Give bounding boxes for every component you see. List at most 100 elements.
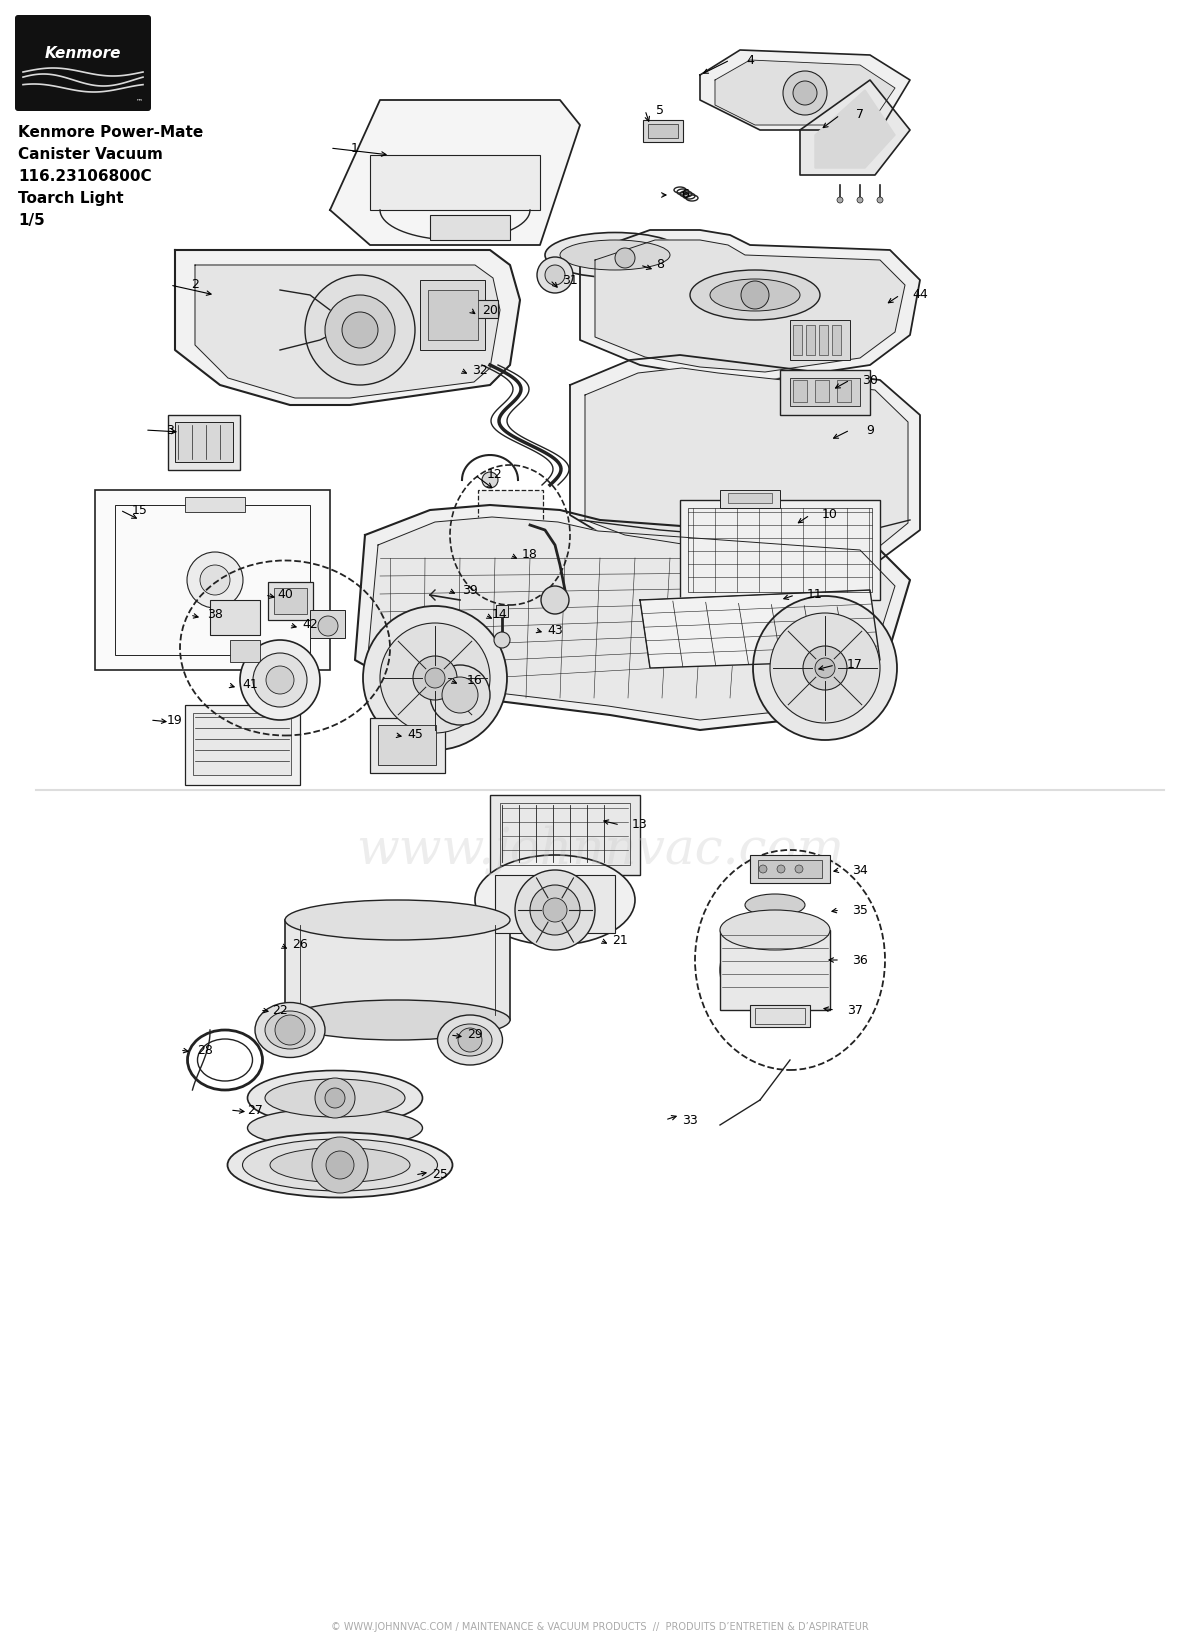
Circle shape: [803, 647, 847, 690]
Circle shape: [318, 615, 338, 635]
Circle shape: [754, 596, 898, 739]
Ellipse shape: [545, 233, 685, 277]
Text: 36: 36: [852, 954, 868, 967]
Text: ™: ™: [136, 97, 143, 104]
Bar: [790, 320, 850, 360]
Bar: [478, 490, 542, 581]
Text: 42: 42: [302, 619, 318, 632]
Text: 4: 4: [746, 53, 754, 66]
Circle shape: [770, 614, 880, 723]
Ellipse shape: [745, 894, 805, 916]
Text: 43: 43: [547, 624, 563, 637]
Bar: [185, 497, 245, 512]
Circle shape: [326, 1152, 354, 1180]
Bar: [832, 325, 841, 355]
Bar: [680, 500, 880, 601]
Bar: [230, 640, 260, 662]
Bar: [750, 855, 830, 883]
Text: Kenmore: Kenmore: [44, 46, 121, 61]
Circle shape: [200, 564, 230, 596]
Text: 44: 44: [912, 289, 928, 302]
Bar: [168, 416, 240, 470]
Ellipse shape: [265, 1079, 406, 1117]
Bar: [793, 380, 808, 403]
Circle shape: [380, 624, 490, 733]
Ellipse shape: [270, 1147, 410, 1183]
Bar: [115, 505, 310, 655]
Circle shape: [364, 606, 508, 751]
Text: 16: 16: [467, 673, 482, 686]
Text: 41: 41: [242, 678, 258, 691]
Circle shape: [442, 676, 478, 713]
Ellipse shape: [690, 271, 820, 320]
Circle shape: [541, 586, 569, 614]
Polygon shape: [700, 50, 910, 130]
Bar: [750, 1005, 810, 1026]
Polygon shape: [330, 101, 580, 244]
Text: 116.23106800C: 116.23106800C: [18, 168, 151, 185]
Bar: [688, 508, 872, 592]
Bar: [790, 378, 860, 406]
Bar: [268, 582, 313, 620]
Text: 2: 2: [191, 279, 199, 292]
Text: 33: 33: [682, 1114, 698, 1127]
Text: 13: 13: [632, 818, 648, 832]
Polygon shape: [368, 516, 895, 719]
Text: 9: 9: [866, 424, 874, 437]
Bar: [806, 325, 815, 355]
Bar: [286, 921, 510, 1020]
Bar: [643, 120, 683, 142]
Text: 32: 32: [472, 363, 488, 376]
Circle shape: [784, 71, 827, 116]
Circle shape: [778, 865, 785, 873]
Bar: [370, 155, 540, 210]
Ellipse shape: [710, 279, 800, 310]
Circle shape: [877, 196, 883, 203]
Bar: [720, 490, 780, 508]
Bar: [496, 874, 616, 932]
Bar: [420, 280, 485, 350]
Text: 29: 29: [467, 1028, 482, 1041]
Bar: [496, 606, 508, 617]
Circle shape: [793, 81, 817, 106]
Text: 11: 11: [808, 589, 823, 602]
Circle shape: [530, 884, 580, 936]
Bar: [473, 300, 498, 318]
Circle shape: [240, 640, 320, 719]
Circle shape: [413, 657, 457, 700]
Ellipse shape: [286, 899, 510, 940]
Text: 3: 3: [166, 424, 174, 437]
Circle shape: [515, 870, 595, 950]
Ellipse shape: [228, 1132, 452, 1198]
Text: 30: 30: [862, 373, 878, 386]
Text: www.johnnvac.com: www.johnnvac.com: [356, 825, 844, 874]
Text: 25: 25: [432, 1168, 448, 1181]
Bar: [430, 214, 510, 239]
Polygon shape: [815, 91, 895, 168]
Text: 15: 15: [132, 503, 148, 516]
Circle shape: [266, 667, 294, 695]
Bar: [815, 380, 829, 403]
Circle shape: [342, 312, 378, 348]
Bar: [755, 1008, 805, 1025]
Circle shape: [305, 276, 415, 384]
Circle shape: [253, 653, 307, 706]
Text: 10: 10: [822, 508, 838, 521]
Ellipse shape: [448, 1025, 492, 1056]
Circle shape: [760, 865, 767, 873]
Text: 22: 22: [272, 1003, 288, 1016]
Circle shape: [815, 658, 835, 678]
Ellipse shape: [247, 1071, 422, 1125]
Circle shape: [742, 280, 769, 309]
Polygon shape: [715, 59, 895, 125]
Text: 6: 6: [682, 188, 689, 201]
FancyBboxPatch shape: [14, 15, 151, 111]
Text: 27: 27: [247, 1104, 263, 1117]
Text: 31: 31: [562, 274, 578, 287]
Circle shape: [458, 1028, 482, 1053]
Circle shape: [538, 257, 574, 294]
Bar: [758, 860, 822, 878]
Bar: [500, 804, 630, 865]
Circle shape: [187, 553, 242, 607]
Polygon shape: [175, 251, 520, 404]
